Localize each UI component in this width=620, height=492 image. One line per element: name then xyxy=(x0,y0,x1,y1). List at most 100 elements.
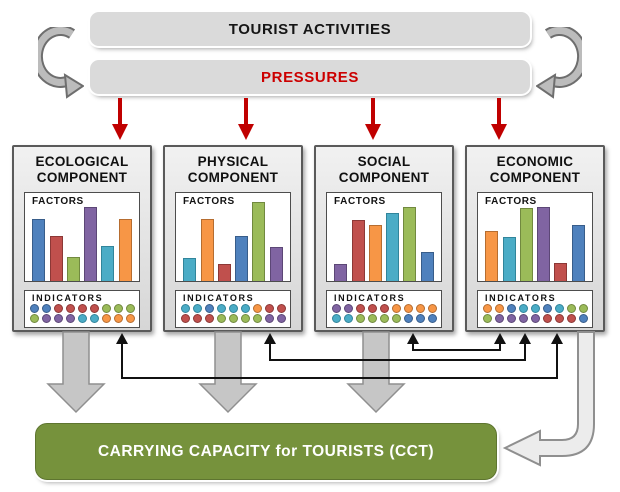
indicators-label: INDICATORS xyxy=(485,293,557,303)
indicator-dot-red xyxy=(542,314,552,323)
indicator-dot-red xyxy=(355,304,365,313)
indicator-dot-green xyxy=(216,314,226,323)
factors-bar-chart xyxy=(28,201,136,281)
component-title: PHYSICAL COMPONENT xyxy=(187,154,279,186)
component-title: ECOLOGICAL COMPONENT xyxy=(35,154,129,186)
ecological-component-box: ECOLOGICAL COMPONENT FACTORS INDICATORS xyxy=(12,145,152,332)
indicator-dot-row xyxy=(25,314,139,323)
indicator-dot-orange xyxy=(391,304,401,313)
factors-box: FACTORS xyxy=(326,192,442,282)
feedback-connectors xyxy=(121,341,558,379)
indicator-dot-green xyxy=(355,314,365,323)
red-down-arrow-4 xyxy=(491,98,507,140)
up-arrowhead xyxy=(519,333,531,344)
indicator-dot-row xyxy=(478,304,592,313)
indicator-dot-orange xyxy=(494,304,504,313)
up-arrowhead xyxy=(116,333,128,344)
up-arrowhead xyxy=(407,333,419,344)
connector-arrowheads xyxy=(116,333,563,344)
indicator-dot-red xyxy=(192,314,202,323)
indicator-dot-blue xyxy=(427,314,437,323)
indicator-dot-green xyxy=(240,314,250,323)
indicator-dot-cyan xyxy=(240,304,250,313)
indicator-dot-green xyxy=(113,304,123,313)
up-arrowhead xyxy=(494,333,506,344)
indicator-dot-purple xyxy=(276,314,286,323)
indicator-dot-cyan xyxy=(343,314,353,323)
indicator-dot-purple xyxy=(53,314,63,323)
indicator-dot-green xyxy=(29,314,39,323)
indicator-dot-row xyxy=(176,304,290,313)
indicator-dot-purple xyxy=(343,304,353,313)
component-title: SOCIAL COMPONENT xyxy=(338,154,430,186)
indicator-dot-red xyxy=(379,304,389,313)
indicator-dot-cyan xyxy=(77,314,87,323)
indicators-box: INDICATORS xyxy=(175,290,291,328)
factor-bar-green xyxy=(519,208,533,281)
indicator-dot-purple xyxy=(518,314,528,323)
indicators-box: INDICATORS xyxy=(326,290,442,328)
indicator-dot-red xyxy=(89,304,99,313)
up-arrowhead xyxy=(551,333,563,344)
factor-bar-blue xyxy=(235,236,249,281)
indicator-dot-green xyxy=(379,314,389,323)
indicator-dot-cyan xyxy=(518,304,528,313)
physical-down-arrow xyxy=(198,331,258,414)
indicator-dot-grid xyxy=(25,304,139,323)
factor-bar-blue xyxy=(420,252,434,281)
physical-component-box: PHYSICAL COMPONENT FACTORS INDICATORS xyxy=(163,145,303,332)
factor-bar-green xyxy=(252,201,266,281)
curl-arrowhead xyxy=(63,73,84,99)
indicator-dot-orange xyxy=(427,304,437,313)
indicator-dot-blue xyxy=(204,304,214,313)
indicator-dot-red xyxy=(180,314,190,323)
indicator-dot-red xyxy=(264,304,274,313)
factor-bar-red xyxy=(49,236,63,281)
indicators-label: INDICATORS xyxy=(32,293,104,303)
indicator-dot-red xyxy=(566,314,576,323)
indicator-dot-cyan xyxy=(192,304,202,313)
factor-bar-red xyxy=(217,264,231,281)
indicator-dot-blue xyxy=(29,304,39,313)
indicator-dot-orange xyxy=(482,304,492,313)
indicator-dot-green xyxy=(252,314,262,323)
indicator-dot-blue xyxy=(41,304,51,313)
indicator-dot-orange xyxy=(101,314,111,323)
factor-bar-cyan xyxy=(386,213,400,281)
factors-bar-chart xyxy=(481,201,589,281)
factor-bar-red xyxy=(351,220,365,281)
indicator-dot-orange xyxy=(403,304,413,313)
indicator-dot-green xyxy=(578,304,588,313)
indicator-dot-purple xyxy=(264,314,274,323)
indicator-dot-blue xyxy=(506,304,516,313)
indicators-label: INDICATORS xyxy=(334,293,406,303)
indicator-dot-cyan xyxy=(554,304,564,313)
indicator-dot-cyan xyxy=(89,314,99,323)
indicator-dot-cyan xyxy=(228,304,238,313)
factor-bar-blue xyxy=(32,218,46,281)
indicator-dot-cyan xyxy=(331,314,341,323)
indicator-dot-red xyxy=(204,314,214,323)
indicator-dot-purple xyxy=(530,314,540,323)
factors-label: FACTORS xyxy=(334,196,386,207)
indicator-dot-green xyxy=(125,304,135,313)
factor-bar-red xyxy=(554,263,568,281)
indicator-dot-blue xyxy=(542,304,552,313)
indicator-dot-grid xyxy=(176,304,290,323)
factors-box: FACTORS xyxy=(477,192,593,282)
factors-bar-chart xyxy=(330,201,438,281)
pressures-banner: PRESSURES xyxy=(90,60,530,94)
tourist-activities-label: TOURIST ACTIVITIES xyxy=(228,20,392,38)
indicators-label: INDICATORS xyxy=(183,293,255,303)
indicator-dot-row xyxy=(327,304,441,313)
factors-box: FACTORS xyxy=(175,192,291,282)
indicator-dot-blue xyxy=(415,314,425,323)
factor-bar-orange xyxy=(118,219,132,281)
indicator-dot-red xyxy=(77,304,87,313)
indicator-dot-red xyxy=(276,304,286,313)
factor-bar-orange xyxy=(485,231,499,281)
factors-bar-chart xyxy=(179,201,287,281)
factors-label: FACTORS xyxy=(485,196,537,207)
indicator-dot-red xyxy=(53,304,63,313)
factor-bar-cyan xyxy=(183,257,197,281)
